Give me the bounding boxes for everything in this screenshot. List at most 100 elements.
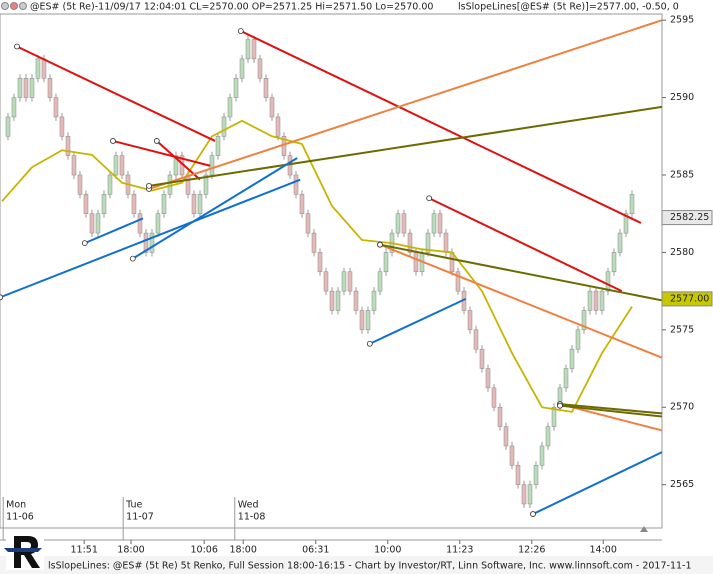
brick: [83, 194, 89, 214]
brick: [623, 213, 629, 234]
brick: [77, 174, 83, 195]
price-label: 2582.25: [670, 212, 709, 223]
brick: [119, 155, 125, 176]
brick: [509, 445, 515, 466]
brick: [485, 368, 491, 389]
brick: [437, 213, 443, 234]
brick: [383, 252, 389, 273]
window-button[interactable]: [10, 2, 18, 10]
brick: [599, 290, 605, 311]
brick: [131, 194, 137, 214]
brick: [269, 97, 275, 118]
slope-line: [148, 19, 662, 190]
x-tick-label: 10:00: [374, 545, 401, 556]
brick: [221, 116, 227, 137]
anchor-point: [0, 294, 4, 301]
price-label-box: [661, 291, 713, 307]
date-label: 11-07: [126, 512, 154, 523]
brick: [197, 194, 203, 214]
y-tick-label: 2565: [670, 479, 694, 490]
x-tick-label: 12:26: [518, 545, 545, 556]
anchor-point: [530, 511, 536, 517]
header: @ES# (5t Re)-11/09/17 12:04:01 CL=2570.0…: [30, 2, 433, 13]
brick: [299, 194, 305, 214]
brick: [341, 271, 347, 292]
anchor-point: [377, 241, 383, 248]
brick: [293, 174, 299, 195]
brick: [5, 116, 11, 137]
brick: [497, 406, 503, 427]
slope-line: [532, 451, 662, 515]
brick: [35, 58, 41, 79]
slope-line: [559, 403, 662, 415]
brick: [101, 194, 107, 214]
brick: [443, 232, 449, 253]
date-label: 11-08: [238, 512, 266, 523]
brick: [533, 465, 539, 485]
brick: [335, 290, 341, 311]
brick: [29, 78, 35, 98]
anchor-point: [14, 43, 20, 50]
brick: [257, 58, 263, 79]
brick: [65, 136, 71, 156]
brick: [503, 426, 509, 447]
brick: [569, 348, 575, 369]
brick: [155, 213, 161, 234]
brick: [473, 329, 479, 350]
x-tick-label: 10:06: [190, 545, 217, 556]
window-button[interactable]: [19, 2, 27, 10]
logo: [4, 534, 44, 570]
brick: [455, 271, 461, 292]
y-tick-label: 2580: [670, 247, 694, 258]
brick: [521, 484, 527, 505]
slope-line: [559, 404, 662, 418]
brick: [491, 387, 497, 408]
day-label: Tue: [125, 500, 142, 511]
brick: [143, 232, 149, 253]
brick: [425, 232, 431, 253]
brick: [191, 194, 197, 214]
moving-average: [1, 119, 633, 413]
brick: [605, 271, 611, 292]
brick: [41, 58, 47, 79]
brick: [323, 271, 329, 292]
brick: [371, 290, 377, 311]
brick: [239, 58, 245, 79]
slope-line: [369, 297, 467, 345]
brick: [575, 329, 581, 350]
brick: [353, 290, 359, 311]
brick: [47, 78, 53, 98]
brick: [305, 213, 311, 234]
scroll-marker[interactable]: [640, 526, 648, 532]
price-label: 2577.00: [670, 293, 709, 304]
day-label: Wed: [238, 500, 259, 511]
brick: [23, 78, 29, 98]
brick: [203, 174, 209, 195]
brick: [377, 271, 383, 292]
brick: [53, 97, 59, 118]
brick: [407, 232, 413, 253]
brick: [365, 310, 371, 331]
brick: [89, 213, 95, 234]
x-tick-label: 14:00: [590, 545, 617, 556]
day-label: Mon: [6, 500, 26, 511]
anchor-point: [153, 138, 160, 144]
x-tick-label: 11:23: [446, 545, 473, 556]
slope-line: [156, 140, 201, 181]
brick: [149, 232, 155, 253]
brick: [185, 174, 191, 195]
brick: [515, 465, 521, 485]
brick: [245, 39, 251, 60]
brick: [611, 252, 617, 273]
brick: [95, 213, 101, 234]
slope-line: [559, 403, 662, 432]
brick: [359, 310, 365, 331]
slope-line: [84, 217, 144, 245]
x-tick-label: 11:51: [70, 545, 97, 556]
window-button[interactable]: [1, 2, 9, 10]
brick: [629, 194, 635, 214]
slope-line: [112, 139, 211, 167]
brick: [11, 97, 17, 118]
brick: [59, 116, 65, 137]
y-tick-label: 2575: [670, 324, 694, 335]
